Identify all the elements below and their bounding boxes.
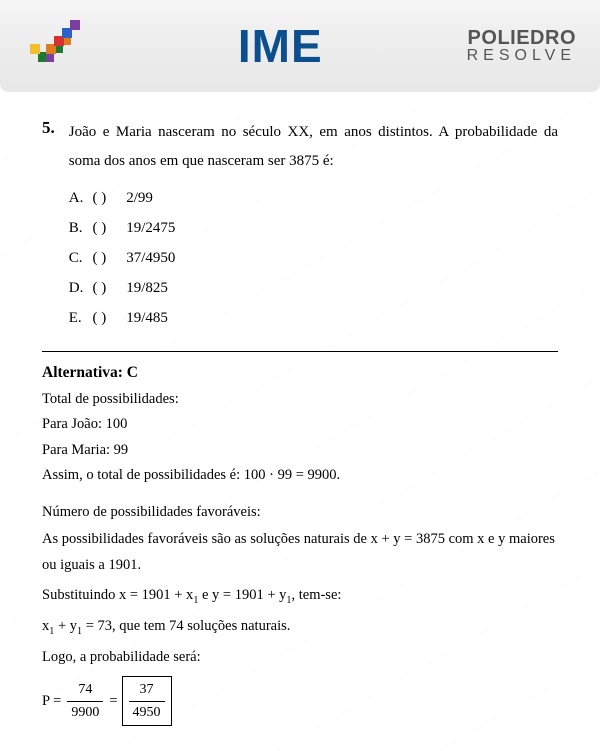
sol-line: Número de possibilidades favoráveis: <box>42 501 558 523</box>
question-text: João e Maria nasceram no século XX, em a… <box>69 118 558 175</box>
page-header: IME POLIEDRO RESOLVE <box>0 0 600 92</box>
sol-line: Total de possibilidades: <box>42 388 558 410</box>
boxed-answer: 37 4950 <box>122 676 172 726</box>
option-c: C. ( ) 37/4950 <box>69 243 558 273</box>
fraction-2: 37 4950 <box>129 679 165 723</box>
option-d: D. ( ) 19/825 <box>69 273 558 303</box>
question-number: 5. <box>42 118 55 333</box>
solution-block: Total de possibilidades: Para João: 100 … <box>42 388 558 726</box>
sol-line: x1 + y1 = 73, que tem 74 soluções natura… <box>42 613 558 641</box>
puzzle-check-icon <box>24 16 94 76</box>
question-block: 5. João e Maria nasceram no século XX, e… <box>42 118 558 333</box>
sol-line: As possibilidades favoráveis são as solu… <box>42 526 558 578</box>
brand-logo: POLIEDRO RESOLVE <box>467 29 576 63</box>
sol-line: Substituindo x = 1901 + x1 e y = 1901 + … <box>42 582 558 610</box>
exam-title: IME <box>238 19 323 73</box>
option-b: B. ( ) 19/2475 <box>69 213 558 243</box>
sol-line: Logo, a probabilidade será: <box>42 644 558 670</box>
content-area: 5. João e Maria nasceram no século XX, e… <box>0 92 600 726</box>
sol-line: Assim, o total de possibilidades é: 100 … <box>42 464 558 486</box>
fraction-1: 74 9900 <box>67 679 103 723</box>
divider-line <box>42 351 558 352</box>
brand-line2: RESOLVE <box>467 48 576 63</box>
options-list: A. ( ) 2/99 B. ( ) 19/2475 C. ( ) 37/495… <box>69 183 558 333</box>
sol-line: Para Maria: 99 <box>42 439 558 461</box>
sol-line: Para João: 100 <box>42 413 558 435</box>
answer-label: Alternativa: C <box>42 364 558 382</box>
option-a: A. ( ) 2/99 <box>69 183 558 213</box>
option-e: E. ( ) 19/485 <box>69 303 558 333</box>
brand-line1: POLIEDRO <box>467 29 576 48</box>
probability-equation: P = 74 9900 = 37 4950 <box>42 676 558 726</box>
